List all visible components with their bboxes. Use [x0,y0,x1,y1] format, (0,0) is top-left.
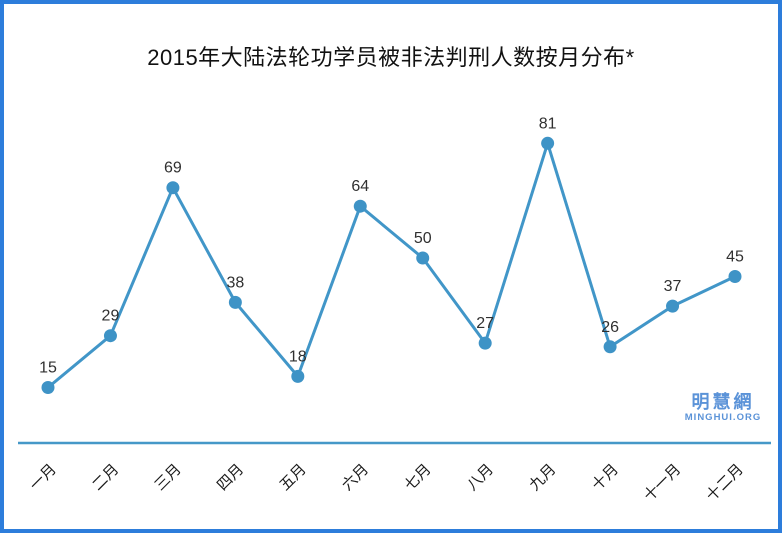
series-line [46,141,737,389]
data-point [103,329,117,343]
data-point [291,369,305,383]
x-tick-label: 六月 [339,461,372,494]
data-point [541,136,555,150]
data-label: 64 [351,178,369,195]
data-point [666,299,680,313]
watermark-site-url: MINGHUI.ORG [684,411,762,423]
data-label: 37 [664,278,682,295]
x-tick-label: 一月 [27,461,60,494]
data-label: 26 [601,319,619,336]
data-point [603,340,617,354]
data-label: 29 [102,308,120,325]
data-label: 81 [539,115,557,132]
watermark-site-name: 明慧網 [691,392,755,412]
data-label: 69 [164,160,182,177]
data-point [728,270,742,283]
data-label: 15 [39,360,57,377]
data-point [353,199,367,213]
data-point [228,295,242,309]
data-point [41,381,55,394]
data-point [478,336,492,350]
x-tick-label: 三月 [151,461,184,494]
data-label: 45 [726,249,744,266]
data-point [416,251,430,265]
line-chart: 15 一月 29 二月 69 三月 38 四月 18 五月 64 六月 50 七月 27 八月 81 九月 26 十月… [18,115,771,505]
x-tick-label: 八月 [464,461,497,494]
data-label: 18 [289,348,307,365]
x-tick-label: 二月 [89,461,122,494]
data-label: 38 [226,274,244,291]
x-tick-label: 十月 [589,461,622,494]
data-label: 50 [414,230,432,247]
minghui-watermark: 明慧網 MINGHUI.ORG [672,392,774,423]
x-tick-label: 七月 [401,461,434,494]
data-label: 27 [476,315,494,332]
data-point [166,181,180,195]
x-tick-label: 四月 [214,461,247,494]
x-tick-label: 九月 [526,461,559,494]
x-tick-label: 十二月 [703,461,747,505]
x-tick-label: 五月 [276,461,309,494]
chart-title: 2015年大陆法轮功学员被非法判刑人数按月分布* [147,45,635,70]
x-tick-label: 十一月 [641,461,685,505]
